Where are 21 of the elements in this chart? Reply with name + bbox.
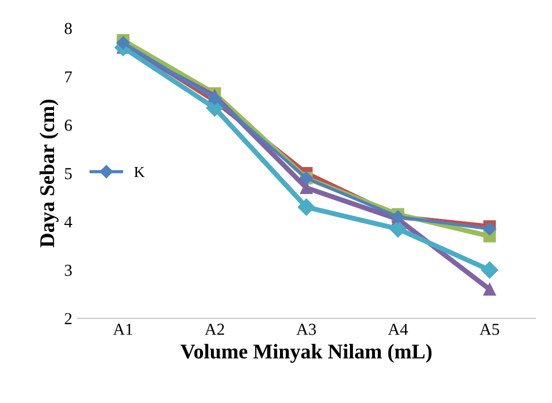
y-tick-label: 7 (65, 71, 72, 82)
legend-label: K (134, 167, 145, 178)
y-tick-label: 2 (64, 313, 72, 324)
point (208, 92, 222, 105)
y-tick-label: 8 (64, 22, 72, 34)
x-tick-label: A1 (113, 324, 132, 335)
point (483, 283, 496, 296)
point (481, 261, 498, 279)
y-tick-label: 3 (64, 264, 72, 276)
x-tick-label: A5 (480, 324, 500, 335)
x-tick-label: A4 (388, 324, 408, 335)
y-tick-label: 5 (65, 168, 72, 180)
point (389, 220, 407, 238)
y-tick-label: 6 (64, 120, 72, 131)
y-axis-title: Daya Sebar (cm) (40, 100, 59, 248)
x-axis-title: Volume Minyak Nilam (mL) (180, 344, 432, 363)
x-tick-label: A2 (204, 324, 224, 335)
x-tick-label: A3 (296, 324, 316, 335)
point (483, 222, 496, 236)
y-tick-label: 4 (64, 216, 72, 228)
point (298, 198, 315, 216)
